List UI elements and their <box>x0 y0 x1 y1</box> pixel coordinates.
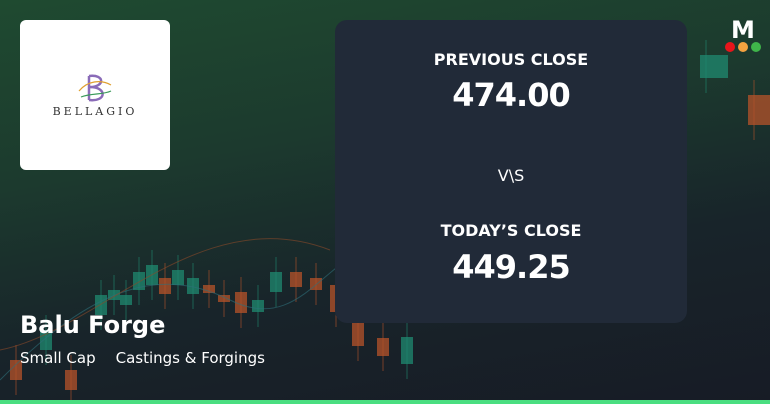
candle-body <box>120 295 132 305</box>
candle-body <box>352 322 364 346</box>
logo-text: BELLAGIO <box>52 104 138 118</box>
candle-body <box>235 292 247 313</box>
previous-close-label: PREVIOUS CLOSE <box>433 50 589 69</box>
candle-body <box>401 337 413 364</box>
brand-dot-orange <box>738 42 748 52</box>
previous-close-value: 474.00 <box>452 76 570 114</box>
candle-body <box>270 272 282 292</box>
todays-close-value: 449.25 <box>452 248 570 286</box>
company-name: Balu Forge <box>20 311 166 339</box>
candle-body <box>700 55 728 78</box>
brand-logo: M <box>724 16 762 52</box>
brand-dot-red <box>725 42 735 52</box>
close-comparison-panel: PREVIOUS CLOSE 474.00 V\S TODAY’S CLOSE … <box>335 20 687 323</box>
candle-body <box>187 278 199 294</box>
candle-body <box>159 278 171 294</box>
trend-line <box>0 238 331 351</box>
candle-body <box>133 272 145 290</box>
candle-body <box>252 300 264 312</box>
market-cap-tag: Small Cap <box>20 349 96 367</box>
accent-bar <box>0 400 770 404</box>
brand-dot-green <box>751 42 761 52</box>
brand-letter: M <box>731 16 755 44</box>
candle-body <box>65 370 77 390</box>
candle-body <box>172 270 184 285</box>
candle-body <box>203 285 215 293</box>
logo-swirl-icon <box>78 74 112 101</box>
industry-tag: Castings & Forgings <box>115 349 265 367</box>
vs-label: V\S <box>497 166 525 185</box>
company-logo: BELLAGIO <box>20 20 170 170</box>
candle-body <box>748 95 770 125</box>
todays-close-label: TODAY’S CLOSE <box>440 221 582 240</box>
candle-body <box>218 295 230 302</box>
candle-body <box>10 360 22 380</box>
candle-body <box>377 338 389 356</box>
candle-body <box>290 272 302 287</box>
